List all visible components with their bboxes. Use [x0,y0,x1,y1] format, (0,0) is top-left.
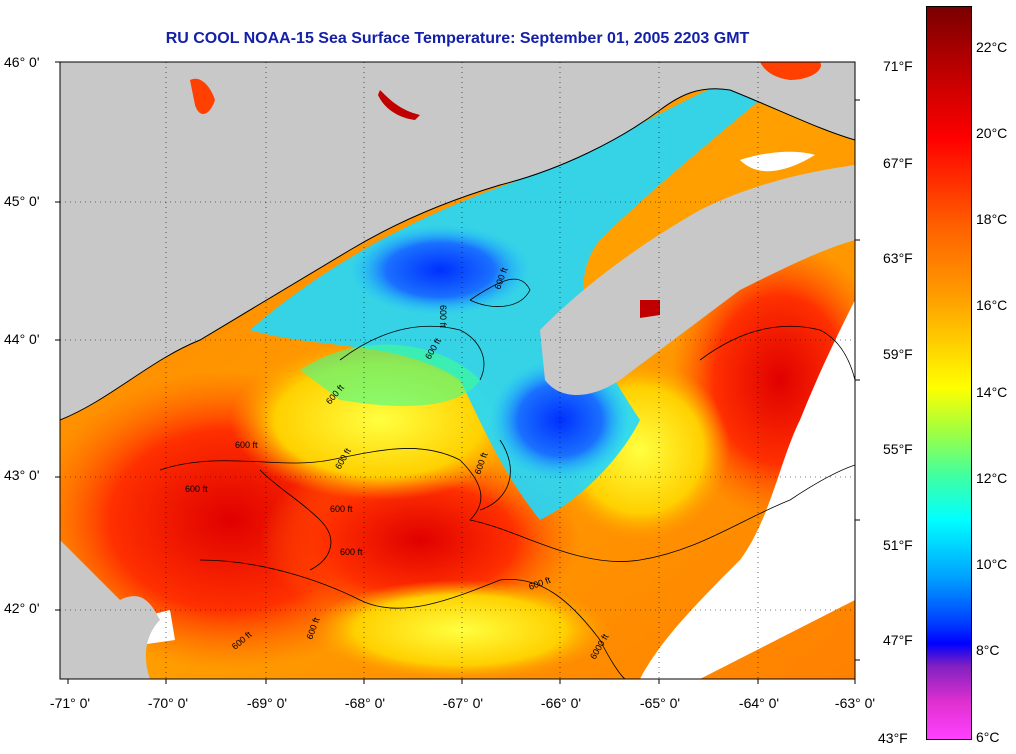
green-band [300,344,480,406]
fahrenheit-label: 63°F [883,250,913,266]
inland-warm-patch-4 [760,62,821,80]
lon-label: -64° 0' [738,695,780,711]
lon-label: -67° 0' [442,695,484,711]
lat-label: 43° 0' [4,467,40,483]
celsius-label: 6°C [976,729,1000,745]
celsius-label: 14°C [976,384,1008,400]
celsius-label: 20°C [976,125,1008,141]
coastline [60,88,855,421]
fahrenheit-label: 55°F [883,441,913,457]
inland-warm-patch-1 [190,78,215,115]
fahrenheit-label: 47°F [883,632,913,648]
lon-label: -65° 0' [639,695,681,711]
contour-label: 600 ft [235,440,258,450]
lat-label: 45° 0' [4,193,40,209]
lon-label: -68° 0' [344,695,386,711]
frame-ticks [55,61,860,684]
lon-label: -66° 0' [540,695,582,711]
cold-core-north [350,225,530,315]
map-title: RU COOL NOAA-15 Sea Surface Temperature:… [165,30,750,47]
lon-label: -70° 0' [147,695,189,711]
contour-label: 600 ft [330,504,353,514]
celsius-label: 10°C [976,556,1008,572]
inland-warm-patch-2 [378,90,420,120]
fahrenheit-label: 67°F [883,155,913,171]
celsius-label: 8°C [976,642,1000,658]
bathymetry-contours [159,278,855,679]
lon-label: -69° 0' [246,695,288,711]
celsius-label: 22°C [976,39,1008,55]
lat-label: 46° 0' [4,54,40,70]
celsius-label: 18°C [976,211,1008,227]
lon-label: -71° 0' [49,695,91,711]
cloud-cover-southeast [640,300,855,679]
lat-label: 44° 0' [4,331,40,347]
lat-label: 42° 0' [4,600,40,616]
land-north [60,62,855,420]
fahrenheit-label: 59°F [883,346,913,362]
fahrenheit-label: 71°F [883,58,913,74]
celsius-label: 12°C [976,470,1008,486]
cloud-patch-north [740,151,815,172]
land-nova-scotia [540,165,855,395]
lon-label: -63° 0' [834,695,876,711]
celsius-label: 16°C [976,297,1008,313]
contour-label: 600 ft [438,305,448,328]
map-frame [59,61,856,680]
contour-label: 600 ft [185,484,208,494]
fahrenheit-label: 51°F [883,537,913,553]
land-massachusetts [60,540,160,679]
yellow-band-georges [310,580,610,679]
inland-warm-patch-3 [640,300,660,318]
fahrenheit-label: 43°F [878,730,908,746]
colorbar [926,6,972,740]
contour-label: 600 ft [340,547,363,557]
